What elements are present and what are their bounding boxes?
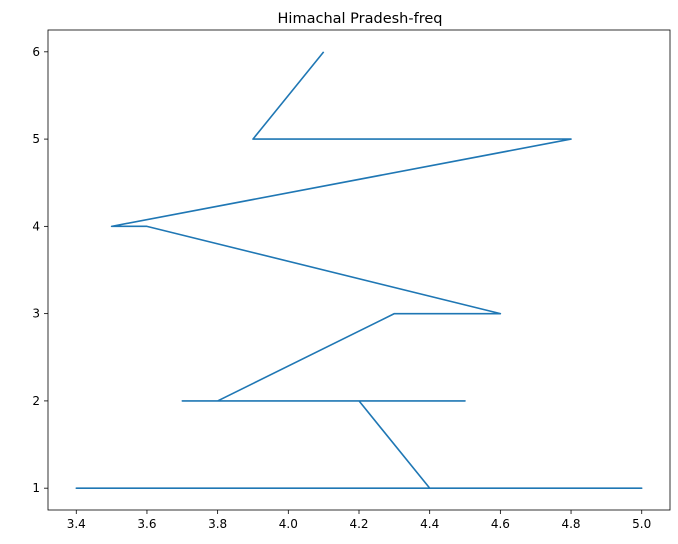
series-line [75,51,643,489]
x-tick-label: 4.8 [561,517,580,531]
plot-area [75,51,643,489]
x-tick-label: 4.4 [420,517,439,531]
y-axis: 1 2 3 4 5 6 [32,45,48,495]
y-tick-label: 4 [32,219,40,233]
x-axis: 3.4 3.6 3.8 4.0 4.2 4.4 4.6 4.8 5.0 [67,510,651,531]
chart-title: Himachal Pradesh-freq [278,11,443,27]
x-tick-label: 3.6 [137,517,156,531]
y-tick-label: 5 [32,132,40,146]
x-tick-label: 4.6 [491,517,510,531]
plot-frame [47,29,671,511]
y-tick-label: 1 [32,481,40,495]
y-tick-label: 3 [32,307,40,321]
y-tick-label: 2 [32,394,40,408]
x-tick-label: 5.0 [632,517,651,531]
x-tick-label: 3.4 [67,517,86,531]
x-tick-label: 3.8 [208,517,227,531]
y-tick-label: 6 [32,45,40,59]
x-tick-label: 4.2 [349,517,368,531]
x-tick-label: 4.0 [279,517,298,531]
